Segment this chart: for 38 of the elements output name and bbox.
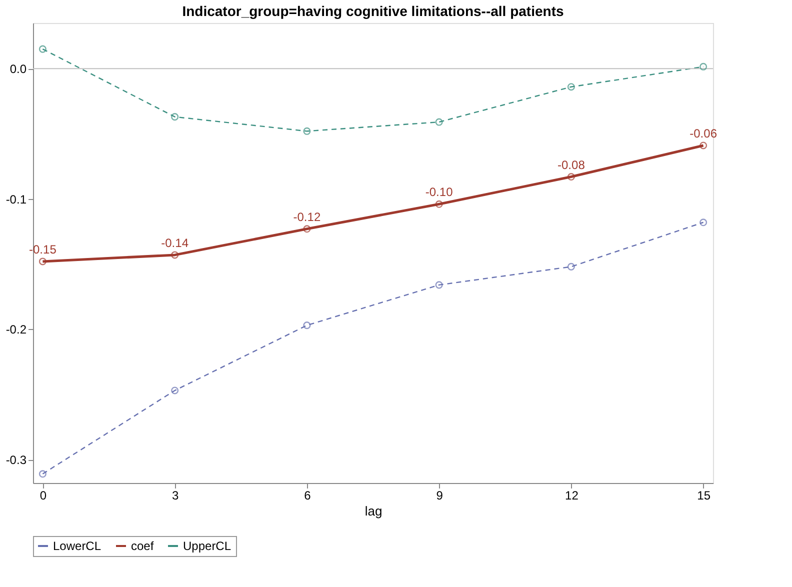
point <box>38 258 46 266</box>
x-tick-label: 6 <box>304 488 312 502</box>
data-label: -0.14 <box>161 236 189 250</box>
point <box>171 386 179 394</box>
point <box>567 173 575 181</box>
x-tick-label: 12 <box>565 488 579 502</box>
legend-label: coef <box>131 539 154 553</box>
x-tick-label: 9 <box>436 488 444 502</box>
point <box>171 251 179 259</box>
x-tick-label: 15 <box>697 488 711 502</box>
point <box>171 113 179 121</box>
data-label: -0.12 <box>293 210 321 224</box>
x-axis-title: lag <box>364 504 382 518</box>
point <box>567 262 575 270</box>
point <box>303 127 311 135</box>
y-tick-label: -0.2 <box>6 322 27 337</box>
legend-label: UpperCL <box>183 539 232 553</box>
data-label: -0.08 <box>558 158 586 172</box>
x-tick-label: 3 <box>172 488 179 502</box>
chart-title: Indicator_group=having cognitive limitations--all patients <box>182 3 564 19</box>
point <box>303 225 311 233</box>
legend-label: LowerCL <box>53 539 102 553</box>
y-tick-label: -0.3 <box>6 453 27 468</box>
point <box>38 470 46 478</box>
data-label: -0.10 <box>425 185 454 200</box>
point <box>38 45 46 53</box>
y-tick-label: 0.0 <box>10 62 27 76</box>
point <box>700 142 708 150</box>
x-tick-label: 0 <box>40 488 47 502</box>
point <box>303 322 311 330</box>
point <box>700 62 708 70</box>
point <box>435 281 443 289</box>
point <box>435 200 443 208</box>
point <box>435 118 443 126</box>
point <box>567 83 575 91</box>
point <box>700 218 708 226</box>
y-tick-label: -0.1 <box>6 192 27 206</box>
data-label: -0.06 <box>690 126 718 140</box>
